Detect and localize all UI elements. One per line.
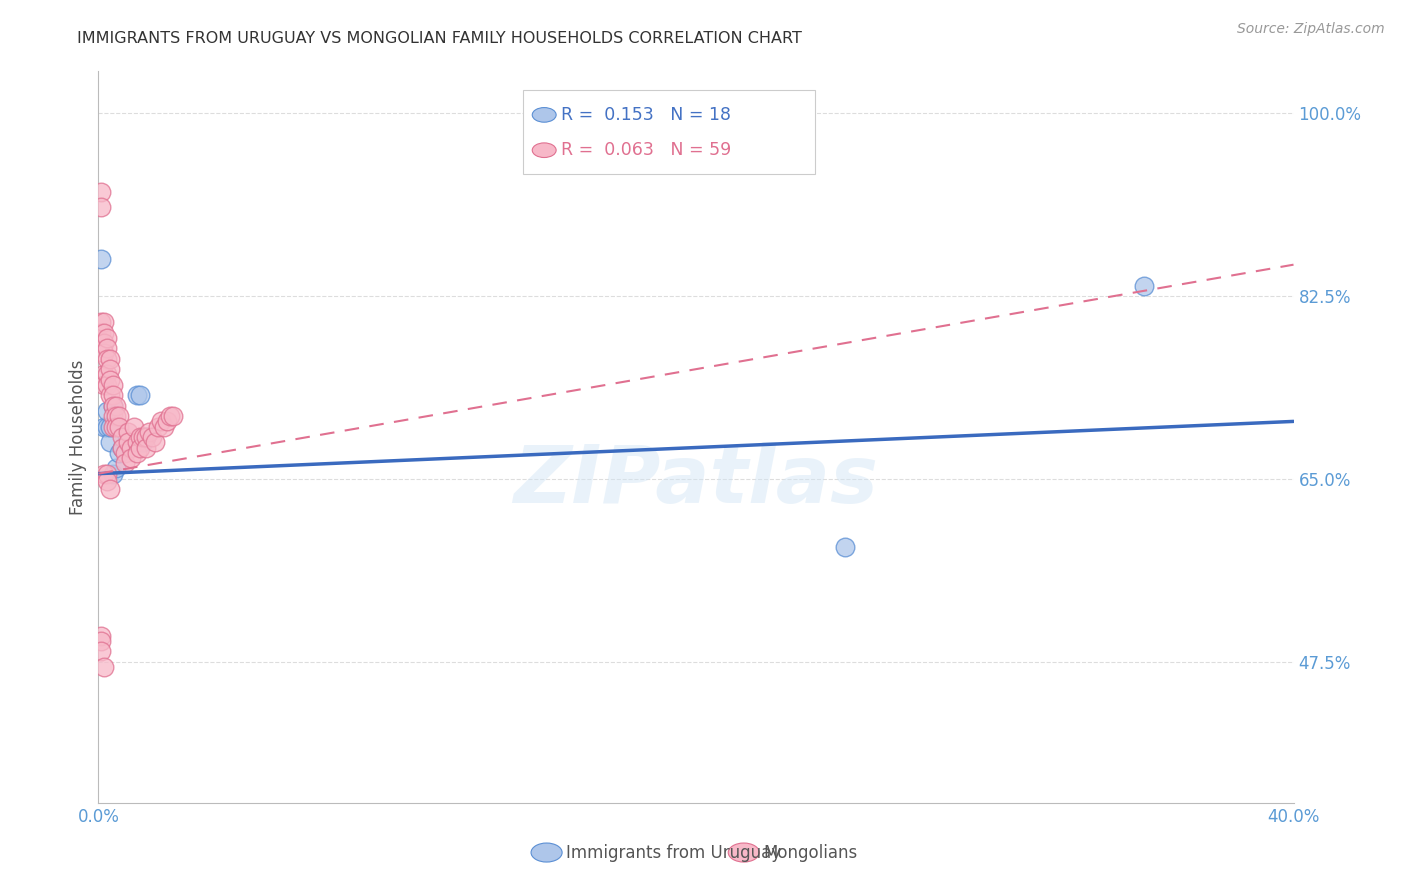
Text: Immigrants from Uruguay: Immigrants from Uruguay [565, 844, 780, 862]
Text: IMMIGRANTS FROM URUGUAY VS MONGOLIAN FAMILY HOUSEHOLDS CORRELATION CHART: IMMIGRANTS FROM URUGUAY VS MONGOLIAN FAM… [77, 31, 803, 46]
Point [98, 362, 122, 376]
Point [90, 644, 112, 658]
Point [103, 399, 125, 413]
Point [93, 660, 115, 674]
Point [96, 377, 118, 392]
Point [96, 474, 118, 488]
Point [129, 388, 152, 402]
Point [105, 409, 128, 424]
Point [162, 409, 184, 424]
Point [93, 467, 115, 481]
Point [98, 373, 122, 387]
Point [90, 200, 112, 214]
Point [129, 441, 152, 455]
Point [105, 461, 128, 475]
Text: R =  0.063   N = 59: R = 0.063 N = 59 [561, 141, 731, 159]
Point [135, 430, 157, 444]
Point [108, 409, 131, 424]
Point [114, 446, 136, 460]
Point [98, 351, 122, 366]
Circle shape [533, 143, 557, 158]
Point [96, 331, 118, 345]
Circle shape [728, 843, 759, 862]
Point [129, 430, 152, 444]
Point [132, 430, 155, 444]
Point [148, 419, 170, 434]
Point [834, 540, 856, 554]
Point [127, 435, 149, 450]
Point [90, 185, 112, 199]
Point [135, 430, 157, 444]
Text: R =  0.153   N = 18: R = 0.153 N = 18 [561, 106, 731, 124]
Point [111, 441, 134, 455]
Point [93, 368, 115, 382]
Point [153, 419, 176, 434]
Point [114, 456, 136, 470]
Point [93, 377, 115, 392]
Point [150, 414, 173, 428]
Point [93, 346, 115, 360]
Point [111, 441, 134, 455]
Point [135, 441, 157, 455]
Point [108, 419, 131, 434]
Point [93, 326, 115, 340]
Point [103, 467, 125, 481]
Y-axis label: Family Households: Family Households [69, 359, 87, 515]
Point [105, 399, 128, 413]
Point [120, 441, 142, 455]
Point [93, 315, 115, 329]
Point [103, 419, 125, 434]
Point [103, 388, 125, 402]
Point [143, 435, 166, 450]
Text: Mongolians: Mongolians [763, 844, 858, 862]
Point [96, 467, 118, 481]
Point [103, 399, 125, 413]
Point [90, 315, 112, 329]
Point [141, 430, 163, 444]
Circle shape [531, 843, 562, 862]
Point [105, 419, 128, 434]
Point [108, 446, 131, 460]
Circle shape [533, 108, 557, 122]
Point [117, 425, 139, 439]
Point [90, 252, 112, 267]
Text: ZIPatlas: ZIPatlas [513, 442, 879, 520]
Point [103, 377, 125, 392]
Point [138, 425, 160, 439]
Point [96, 404, 118, 418]
Point [90, 633, 112, 648]
Point [98, 419, 122, 434]
Point [124, 419, 146, 434]
Point [120, 450, 142, 465]
Point [156, 414, 179, 428]
Point [159, 409, 181, 424]
Point [90, 326, 112, 340]
Point [96, 351, 118, 366]
Point [90, 336, 112, 351]
Point [98, 483, 122, 497]
Point [132, 435, 155, 450]
Point [127, 446, 149, 460]
Point [90, 629, 112, 643]
FancyBboxPatch shape [523, 90, 815, 174]
Point [93, 419, 115, 434]
Point [103, 409, 125, 424]
Point [117, 435, 139, 450]
Text: Source: ZipAtlas.com: Source: ZipAtlas.com [1237, 22, 1385, 37]
Point [98, 388, 122, 402]
Point [96, 341, 118, 355]
Point [96, 368, 118, 382]
Point [96, 419, 118, 434]
Point [111, 430, 134, 444]
Point [127, 388, 149, 402]
Point [1133, 278, 1156, 293]
Point [98, 435, 122, 450]
Point [93, 336, 115, 351]
